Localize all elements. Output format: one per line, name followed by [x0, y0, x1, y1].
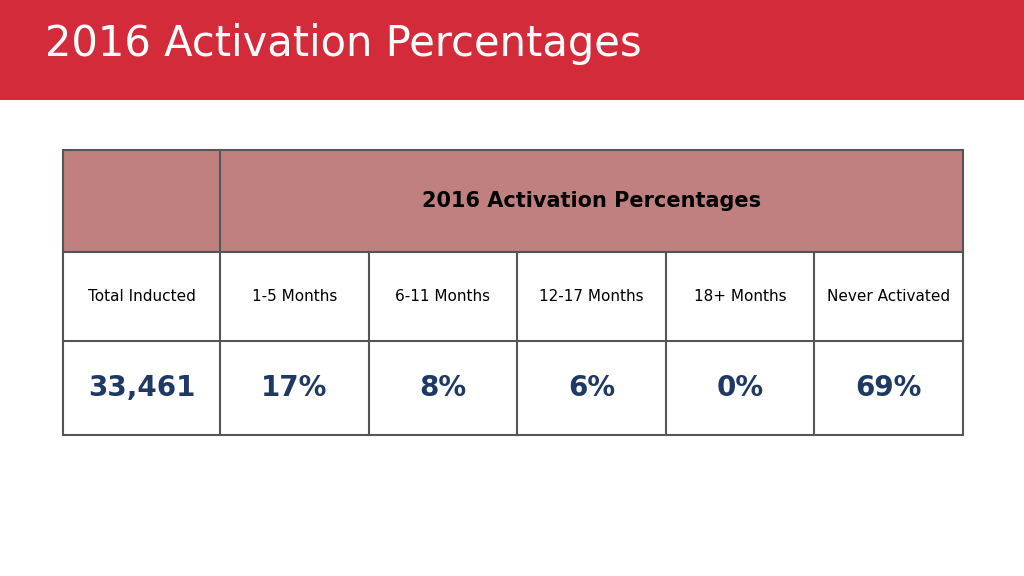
- Text: 12-17 Months: 12-17 Months: [539, 289, 644, 304]
- Bar: [63, 341, 963, 435]
- Text: Total Inducted: Total Inducted: [88, 289, 196, 304]
- Text: 1-5 Months: 1-5 Months: [252, 289, 337, 304]
- Bar: [0, 0, 1024, 100]
- Text: 8%: 8%: [419, 374, 467, 402]
- Text: 17%: 17%: [261, 374, 328, 402]
- Bar: [63, 252, 963, 341]
- Text: 6-11 Months: 6-11 Months: [395, 289, 490, 304]
- Bar: [63, 150, 963, 252]
- Text: 2016 Activation Percentages: 2016 Activation Percentages: [45, 23, 642, 65]
- Bar: [63, 150, 963, 435]
- Text: Never Activated: Never Activated: [826, 289, 950, 304]
- Text: 6%: 6%: [567, 374, 615, 402]
- Text: 33,461: 33,461: [88, 374, 196, 402]
- Text: 0%: 0%: [716, 374, 764, 402]
- Text: 69%: 69%: [855, 374, 922, 402]
- Text: 18+ Months: 18+ Months: [693, 289, 786, 304]
- Text: 2016 Activation Percentages: 2016 Activation Percentages: [422, 191, 761, 211]
